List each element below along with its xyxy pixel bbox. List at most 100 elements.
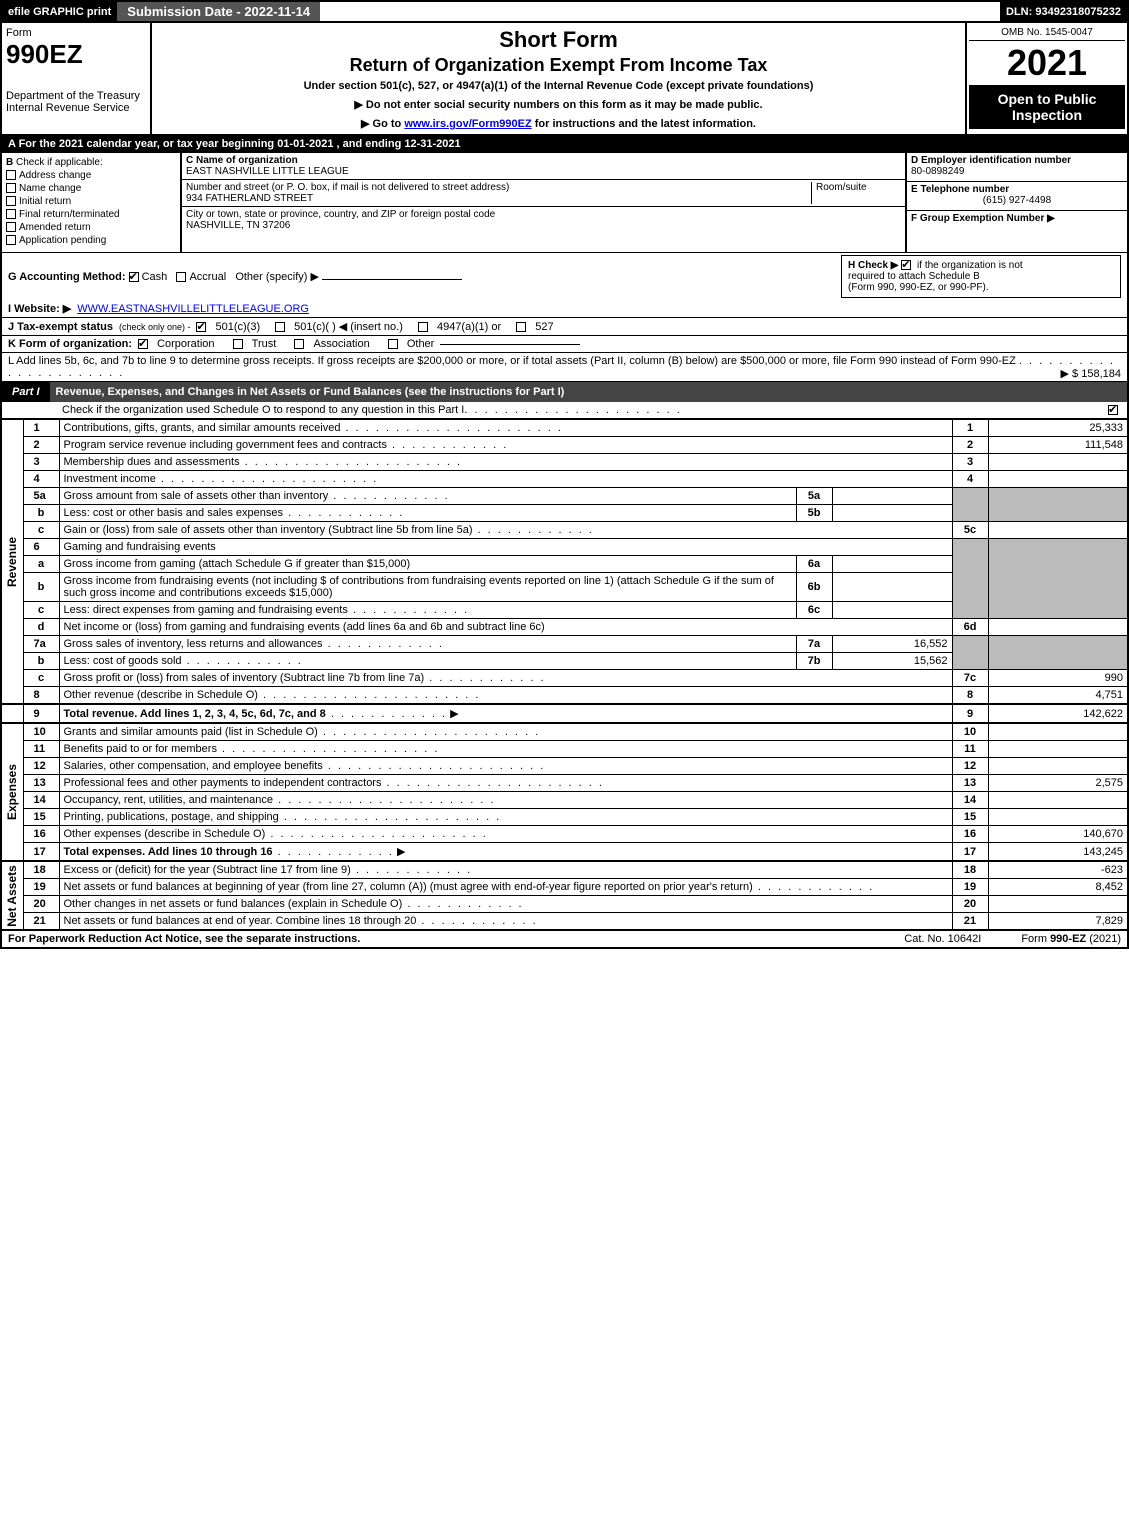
line-8: 8 Other revenue (describe in Schedule O)…	[1, 687, 1128, 705]
line-1: Revenue 1 Contributions, gifts, grants, …	[1, 420, 1128, 437]
row-l: L Add lines 5b, 6c, and 7b to line 9 to …	[0, 353, 1129, 382]
chk-schedule-b[interactable]	[901, 260, 911, 270]
chk-name-change[interactable]: Name change	[6, 183, 176, 194]
line-18: Net Assets 18 Excess or (deficit) for th…	[1, 861, 1128, 879]
chk-501c[interactable]	[275, 322, 285, 332]
line-13: 13 Professional fees and other payments …	[1, 775, 1128, 792]
instructions-link-row: ▶ Go to www.irs.gov/Form990EZ for instru…	[158, 117, 959, 130]
form-header: Form 990EZ Department of the Treasury In…	[0, 23, 1129, 136]
line-7a: 7a Gross sales of inventory, less return…	[1, 636, 1128, 653]
d-ein-label: D Employer identification number	[911, 155, 1123, 166]
line-17: 17 Total expenses. Add lines 10 through …	[1, 843, 1128, 862]
line-5c: c Gain or (loss) from sale of assets oth…	[1, 522, 1128, 539]
omb-number: OMB No. 1545-0047	[969, 25, 1125, 41]
form-meta-block: OMB No. 1545-0047 2021 Open to Public In…	[967, 23, 1127, 134]
chk-trust[interactable]	[233, 339, 243, 349]
form-number: 990EZ	[6, 39, 146, 70]
chk-527[interactable]	[516, 322, 526, 332]
l-text: L Add lines 5b, 6c, and 7b to line 9 to …	[8, 355, 1016, 367]
col-b-checkboxes: B Check if applicable: Address change Na…	[2, 153, 182, 252]
paperwork-notice: For Paperwork Reduction Act Notice, see …	[8, 933, 360, 945]
chk-final-return[interactable]: Final return/terminated	[6, 209, 176, 220]
line-6: 6 Gaming and fundraising events	[1, 539, 1128, 556]
f-group-exemption-label: F Group Exemption Number ▶	[911, 213, 1055, 224]
irs-link[interactable]: www.irs.gov/Form990EZ	[404, 118, 531, 130]
val-18: -623	[988, 861, 1128, 879]
org-street: 934 FATHERLAND STREET	[186, 193, 313, 204]
form-title-main: Return of Organization Exempt From Incom…	[158, 55, 959, 76]
chk-cash[interactable]	[129, 272, 139, 282]
org-city: NASHVILLE, TN 37206	[186, 220, 290, 231]
line-20: 20 Other changes in net assets or fund b…	[1, 896, 1128, 913]
part-1-tag: Part I	[2, 382, 50, 402]
val-19: 8,452	[988, 879, 1128, 896]
chk-initial-return[interactable]: Initial return	[6, 196, 176, 207]
part-1-title: Revenue, Expenses, and Changes in Net As…	[50, 382, 1127, 402]
line-14: 14 Occupancy, rent, utilities, and maint…	[1, 792, 1128, 809]
val-21: 7,829	[988, 913, 1128, 930]
i-label: I Website: ▶	[8, 302, 71, 315]
expenses-section-label: Expenses	[1, 723, 23, 861]
section-bcdef: B Check if applicable: Address change Na…	[0, 153, 1129, 253]
net-assets-section-label: Net Assets	[1, 861, 23, 930]
ssn-warning: ▶ Do not enter social security numbers o…	[158, 98, 959, 111]
c-addr-label: Number and street (or P. O. box, if mail…	[186, 182, 509, 193]
row-j: J Tax-exempt status (check only one) - 5…	[0, 318, 1129, 336]
chk-accrual[interactable]	[176, 272, 186, 282]
open-to-public: Open to Public Inspection	[969, 85, 1125, 129]
chk-amended-return[interactable]: Amended return	[6, 222, 176, 233]
note2-post: for instructions and the latest informat…	[532, 118, 756, 130]
tax-year: 2021	[969, 41, 1125, 85]
note2-pre: ▶ Go to	[361, 118, 404, 130]
line-19: 19 Net assets or fund balances at beginn…	[1, 879, 1128, 896]
room-suite-label: Room/suite	[816, 182, 867, 193]
val-1: 25,333	[988, 420, 1128, 437]
chk-501c3[interactable]	[196, 322, 206, 332]
row-h: H Check ▶ if the organization is not req…	[841, 255, 1121, 298]
line-11: 11 Benefits paid to or for members 11	[1, 741, 1128, 758]
form-word: Form	[6, 27, 146, 39]
val-16: 140,670	[988, 826, 1128, 843]
form-title-block: Short Form Return of Organization Exempt…	[152, 23, 967, 134]
chk-4947[interactable]	[418, 322, 428, 332]
efile-print-label[interactable]: efile GRAPHIC print	[2, 2, 117, 21]
part-1-sub: Check if the organization used Schedule …	[0, 402, 1129, 419]
val-7a: 16,552	[832, 636, 952, 653]
chk-schedule-o-part1[interactable]	[1108, 405, 1118, 415]
line-10: Expenses 10 Grants and similar amounts p…	[1, 723, 1128, 741]
line-3: 3 Membership dues and assessments 3	[1, 454, 1128, 471]
h-text1: if the organization is not	[917, 260, 1023, 271]
line-9: 9 Total revenue. Add lines 1, 2, 3, 4, 5…	[1, 704, 1128, 723]
val-7c: 990	[988, 670, 1128, 687]
b-label: Check if applicable:	[16, 157, 103, 168]
top-bar: efile GRAPHIC print Submission Date - 20…	[0, 0, 1129, 23]
line-4: 4 Investment income 4	[1, 471, 1128, 488]
website-link[interactable]: WWW.EASTNASHVILLELITTLELEAGUE.ORG	[77, 303, 309, 315]
row-i: I Website: ▶ WWW.EASTNASHVILLELITTLELEAG…	[0, 300, 1129, 318]
part-1-header: Part I Revenue, Expenses, and Changes in…	[0, 382, 1129, 402]
val-8: 4,751	[988, 687, 1128, 705]
phone-value: (615) 927-4498	[911, 195, 1123, 206]
chk-application-pending[interactable]: Application pending	[6, 235, 176, 246]
j-label: J Tax-exempt status	[8, 321, 113, 333]
revenue-section-label: Revenue	[1, 420, 23, 705]
line-5a: 5a Gross amount from sale of assets othe…	[1, 488, 1128, 505]
val-17: 143,245	[988, 843, 1128, 862]
chk-corporation[interactable]	[138, 339, 148, 349]
form-id-block: Form 990EZ Department of the Treasury In…	[2, 23, 152, 134]
c-name-label: C Name of organization	[186, 155, 298, 166]
val-2: 111,548	[988, 437, 1128, 454]
chk-address-change[interactable]: Address change	[6, 170, 176, 181]
h-text2: required to attach Schedule B	[848, 271, 980, 282]
h-label: H Check ▶	[848, 260, 898, 271]
line-16: 16 Other expenses (describe in Schedule …	[1, 826, 1128, 843]
org-name: EAST NASHVILLE LITTLE LEAGUE	[186, 166, 349, 177]
chk-other-org[interactable]	[388, 339, 398, 349]
chk-association[interactable]	[294, 339, 304, 349]
ein-value: 80-0898249	[911, 166, 1123, 177]
cat-no: Cat. No. 10642I	[904, 933, 981, 945]
val-13: 2,575	[988, 775, 1128, 792]
g-label: G Accounting Method:	[8, 271, 126, 283]
line-21: 21 Net assets or fund balances at end of…	[1, 913, 1128, 930]
e-phone-label: E Telephone number	[911, 184, 1009, 195]
